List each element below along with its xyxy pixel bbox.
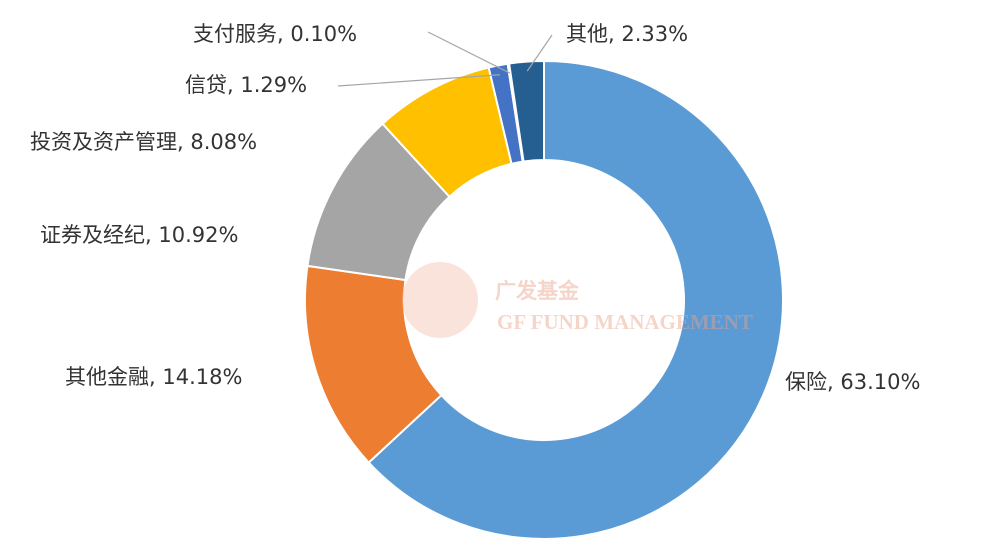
leader-line (427, 31, 511, 74)
category-label: 保险 (785, 370, 827, 394)
leader-line (337, 74, 500, 87)
value-label: 0.10% (290, 22, 357, 46)
data-label: 信贷, 1.29% (185, 73, 307, 97)
leader-line (526, 34, 553, 72)
watermark-subtitle: GF FUND MANAGEMENT (497, 310, 753, 334)
value-label: 1.29% (240, 73, 307, 97)
watermark-logo (402, 262, 478, 338)
donut-slice (367, 59, 784, 540)
value-label: 63.10% (840, 370, 920, 394)
category-label: 信贷 (185, 73, 227, 97)
category-label: 其他 (566, 22, 608, 46)
category-label: 其他金融 (65, 365, 149, 389)
data-label: 其他, 2.33% (566, 22, 688, 46)
data-label: 其他金融, 14.18% (65, 365, 242, 389)
labels: 保险, 63.10% 其他金融, 14.18% 证券及经纪, 10.92% 投资及资产… (30, 22, 920, 394)
value-label: 10.92% (158, 223, 238, 247)
value-label: 14.18% (162, 365, 242, 389)
donut (304, 59, 784, 540)
category-label: 支付服务 (193, 22, 277, 46)
watermark-title: 广发基金 (495, 279, 580, 303)
value-label: 8.08% (190, 130, 257, 154)
data-label: 保险, 63.10% (785, 370, 920, 394)
data-label: 投资及资产管理, 8.08% (30, 130, 257, 154)
category-label: 投资及资产管理 (30, 130, 177, 154)
data-label: 证券及经纪, 10.92% (40, 223, 238, 247)
category-label: 证券及经纪 (40, 223, 145, 247)
watermark: 广发基金 GF FUND MANAGEMENT (402, 262, 753, 338)
donut-slice (508, 59, 545, 163)
value-label: 2.33% (621, 22, 688, 46)
data-label: 支付服务, 0.10% (193, 22, 357, 46)
